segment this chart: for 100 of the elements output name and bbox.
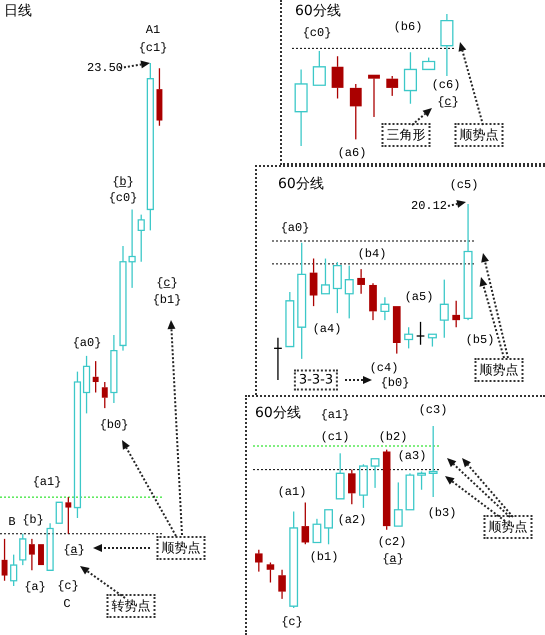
annotation: (c1) bbox=[320, 430, 350, 444]
annotation: (a4) bbox=[312, 322, 342, 336]
annotation: {c̲} bbox=[437, 95, 459, 109]
annotation: 23.50 bbox=[86, 61, 124, 75]
candlestick bbox=[350, 83, 362, 140]
candlestick bbox=[440, 279, 449, 338]
candlestick bbox=[110, 334, 118, 404]
annotation: {c0} bbox=[108, 191, 138, 205]
annotation: 3-3-3 bbox=[294, 370, 338, 390]
candlestick bbox=[348, 469, 356, 505]
candlestick bbox=[92, 360, 99, 394]
annotation: {a} bbox=[24, 580, 46, 594]
chart-title: 60分线 bbox=[255, 404, 301, 422]
candlestick bbox=[302, 502, 310, 545]
candlestick bbox=[386, 75, 398, 96]
candlestick bbox=[417, 470, 426, 490]
annotation: (b1) bbox=[310, 550, 338, 564]
candlestick bbox=[65, 496, 72, 534]
candlestick bbox=[297, 242, 306, 360]
candlestick bbox=[332, 261, 342, 314]
annotation: {a̲} bbox=[382, 552, 404, 566]
annotation: (a3) bbox=[398, 449, 426, 463]
candlestick bbox=[289, 510, 298, 609]
text: (c3) bbox=[418, 403, 448, 417]
candlestick bbox=[278, 569, 286, 600]
annotation: (b2) bbox=[378, 430, 408, 444]
candlestick bbox=[2, 538, 8, 582]
annotation: {b0} bbox=[100, 418, 128, 432]
candlestick bbox=[294, 68, 308, 147]
candlestick bbox=[10, 554, 18, 587]
candlestick bbox=[370, 458, 380, 489]
candlestick bbox=[310, 258, 318, 307]
annotation: (c6) bbox=[432, 78, 460, 92]
text: 顺势点 bbox=[454, 123, 504, 147]
candlestick bbox=[369, 282, 377, 321]
candlestick bbox=[138, 214, 145, 262]
candlestick bbox=[255, 549, 263, 572]
candlestick bbox=[380, 296, 390, 321]
candlestick bbox=[156, 68, 162, 126]
annotation: 顺势点 bbox=[156, 536, 206, 560]
annotation: (a1) bbox=[278, 485, 306, 499]
candlestick bbox=[28, 538, 35, 571]
candlestick bbox=[119, 245, 127, 352]
candlestick bbox=[266, 562, 274, 584]
annotation: (b6) bbox=[394, 20, 422, 34]
candlestick bbox=[440, 13, 454, 77]
annotation: {a1} bbox=[32, 475, 62, 489]
candlestick bbox=[422, 56, 436, 70]
candlestick bbox=[452, 300, 460, 328]
candlestick bbox=[46, 522, 54, 571]
candlestick bbox=[404, 326, 414, 349]
candlestick bbox=[320, 258, 330, 294]
text: (c5) bbox=[450, 178, 478, 192]
text: 转势点 bbox=[106, 594, 156, 618]
annotation: (a6) bbox=[338, 146, 366, 160]
annotation: {a0} bbox=[280, 221, 310, 235]
candlestick bbox=[344, 264, 354, 320]
candlestick bbox=[312, 50, 326, 86]
annotation: (c4) bbox=[370, 361, 398, 375]
chart-title: 60分线 bbox=[295, 2, 341, 20]
candlestick bbox=[336, 452, 345, 500]
annotation: {c̲} bbox=[156, 276, 178, 290]
candlestick bbox=[19, 533, 26, 566]
candlestick bbox=[464, 203, 473, 321]
candlestick bbox=[128, 208, 136, 289]
candlestick bbox=[324, 509, 333, 545]
candlestick bbox=[357, 268, 365, 294]
candlestick bbox=[82, 355, 90, 414]
candlestick bbox=[146, 62, 154, 232]
annotation: (a2) bbox=[338, 513, 366, 527]
annotation: (a5) bbox=[404, 290, 434, 304]
annotation: 三角形 bbox=[382, 123, 430, 147]
candlestick bbox=[368, 74, 380, 118]
candlestick bbox=[359, 464, 368, 509]
text: {c} bbox=[281, 615, 303, 629]
annotation: {c0} bbox=[302, 26, 332, 40]
annotation: {a0} bbox=[72, 336, 102, 350]
candlestick bbox=[74, 370, 82, 519]
candlestick bbox=[285, 291, 294, 348]
annotation: {b̲} bbox=[112, 175, 134, 189]
annotation: {b0} bbox=[380, 376, 410, 390]
text: 顺势点 bbox=[484, 515, 532, 539]
text: A1 bbox=[146, 23, 160, 37]
annotation: B bbox=[8, 515, 16, 529]
text: {c1} bbox=[138, 41, 168, 55]
chart-title: 60分线 bbox=[278, 175, 324, 193]
annotation: (c2) bbox=[378, 535, 406, 549]
candlestick bbox=[332, 56, 344, 100]
candlestick bbox=[382, 449, 390, 530]
annotation: {a̲} bbox=[63, 543, 85, 557]
candlestick bbox=[428, 425, 438, 498]
annotation: (b3) bbox=[428, 506, 456, 520]
chart-title: 日线 bbox=[4, 2, 32, 20]
candlestick bbox=[273, 337, 282, 381]
annotation: {c} bbox=[57, 579, 79, 593]
annotation: {b1} bbox=[152, 293, 182, 307]
text: {a1} bbox=[320, 408, 350, 422]
annotation: (b4) bbox=[358, 247, 386, 261]
annotation: 20.12 bbox=[410, 199, 448, 213]
text: C bbox=[63, 597, 71, 611]
